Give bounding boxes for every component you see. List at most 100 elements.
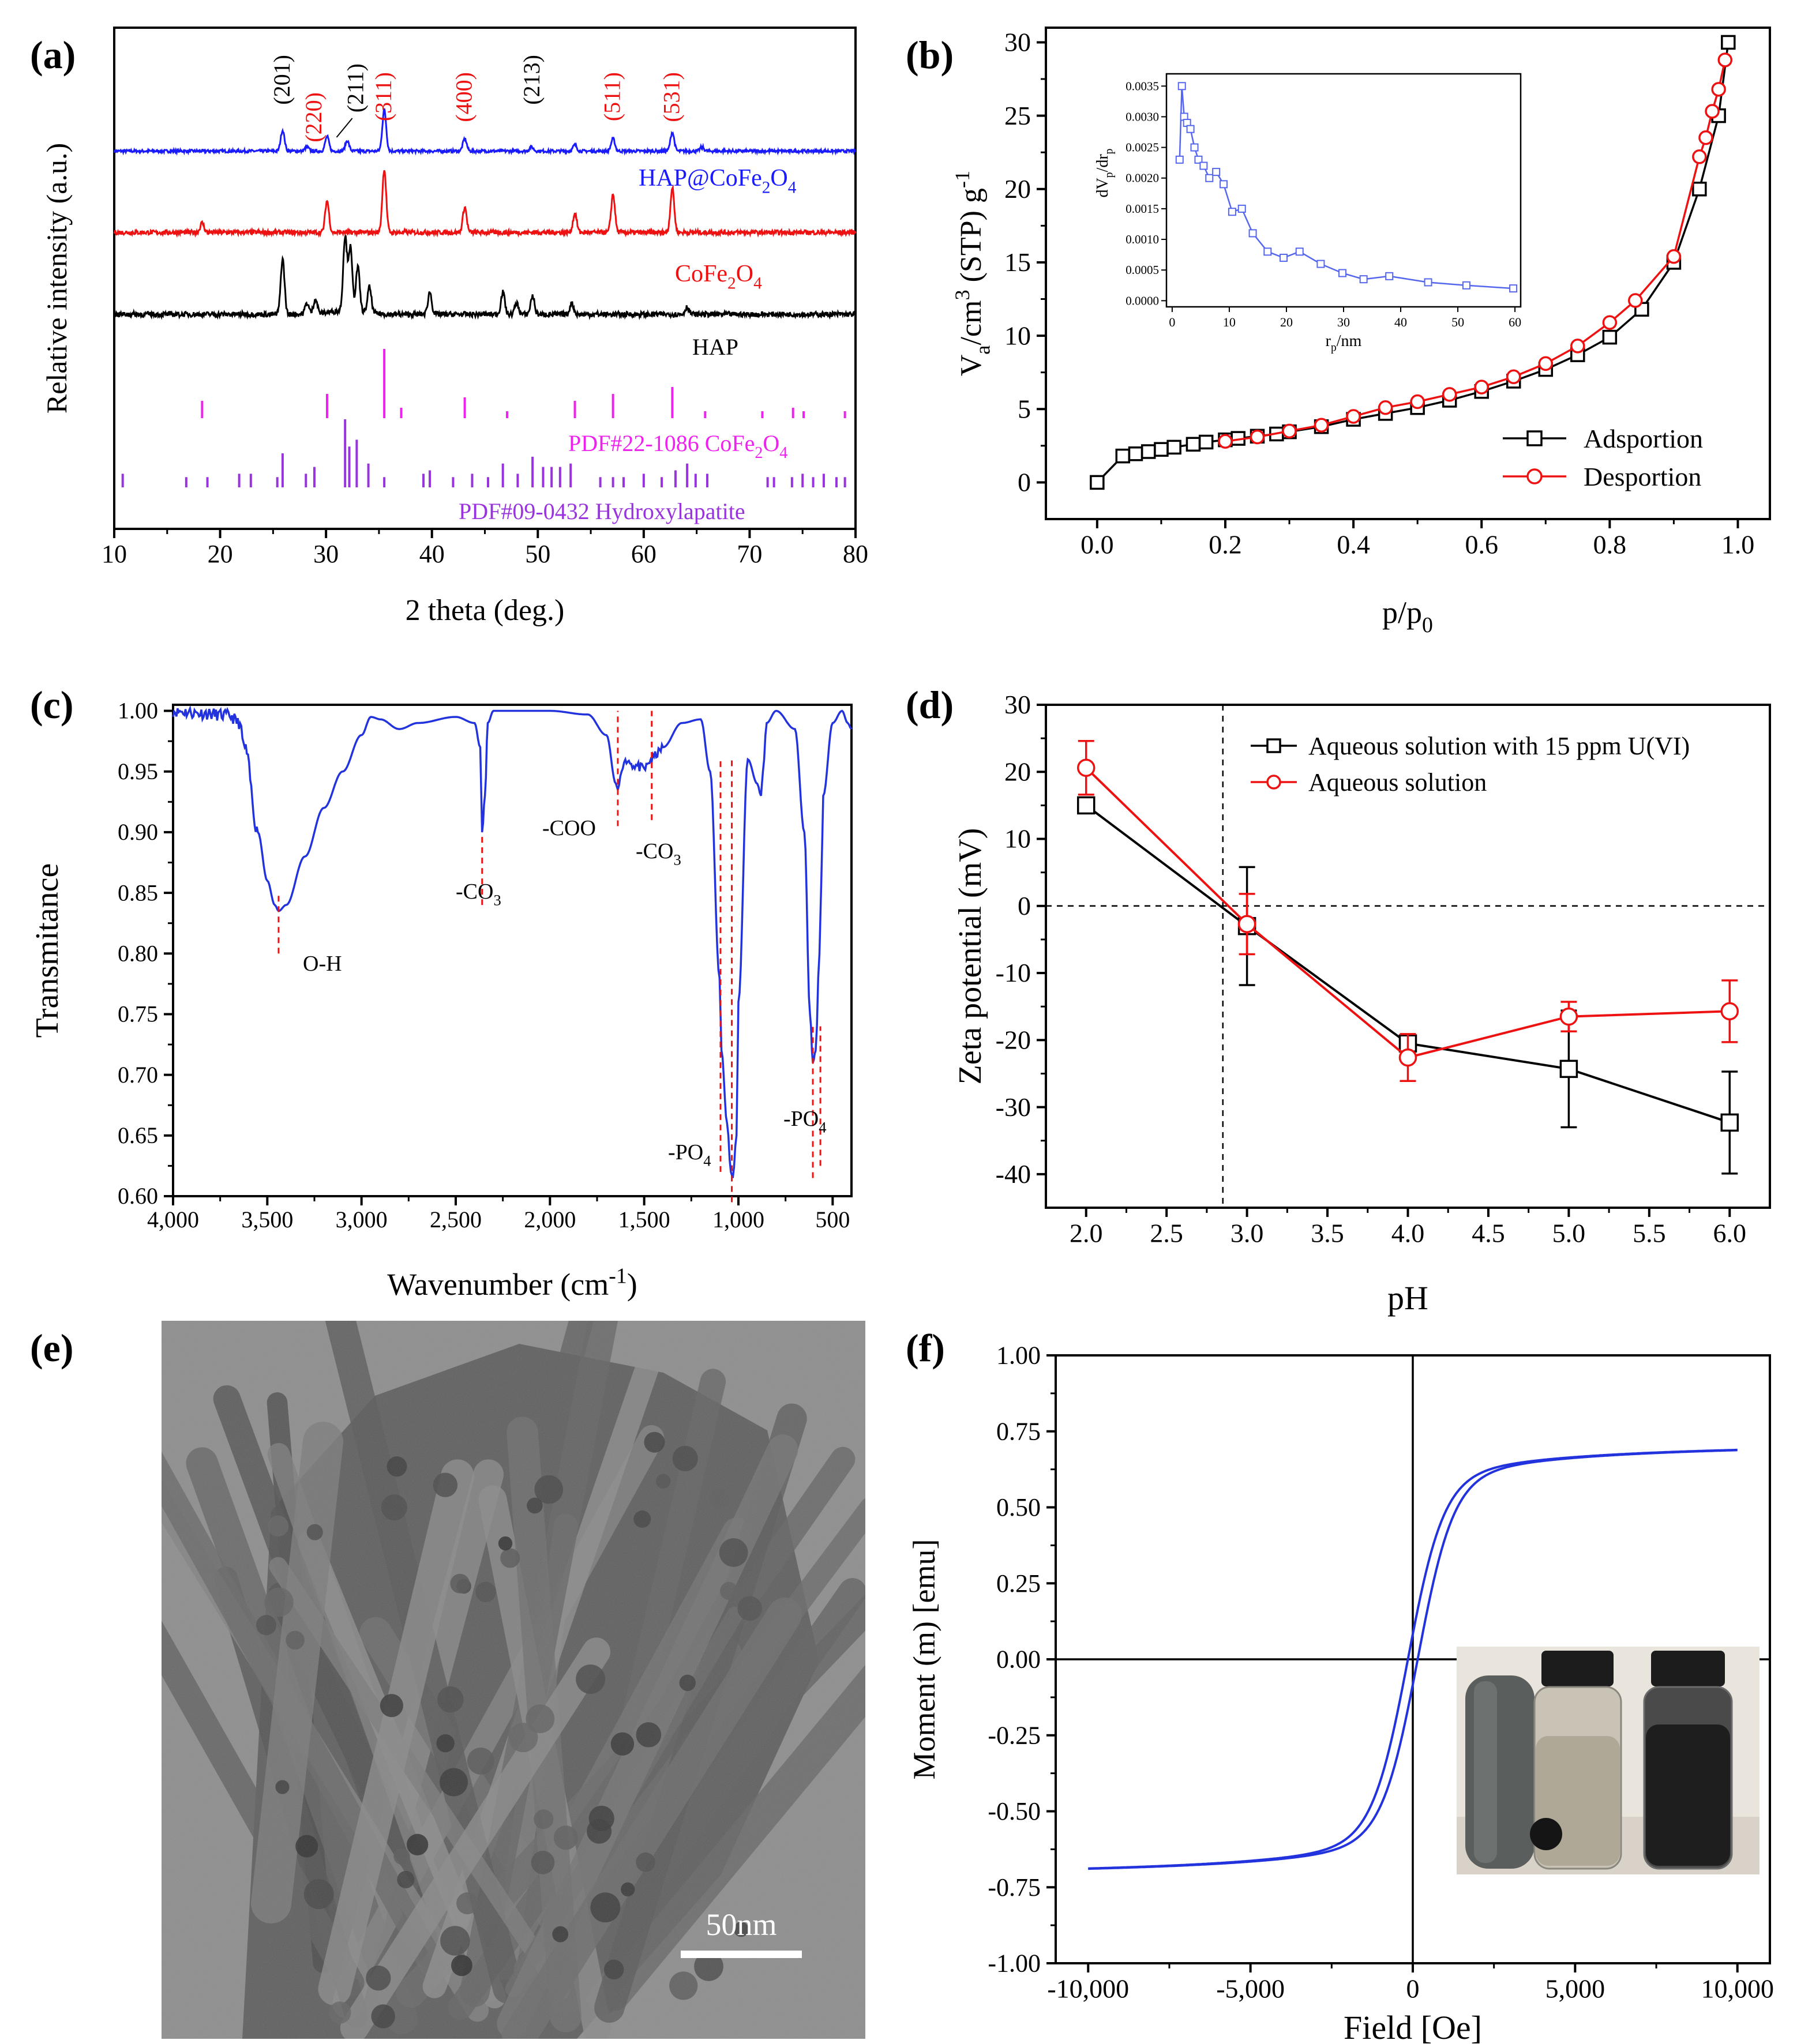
inset-point — [1237, 204, 1246, 213]
y-axis-title: Relative intensity (a.u.) — [40, 143, 73, 414]
y-tick-label: -20 — [996, 1025, 1031, 1055]
legend-marker — [1526, 468, 1543, 484]
panel-a-xrd: 10 20 30 40 50 60 70 80 2 theta (deg.) Relative i… — [40, 27, 868, 627]
x-tick-label: 5.0 — [1552, 1219, 1586, 1248]
isotherm-point — [1705, 104, 1720, 119]
peak-label: (531) — [658, 72, 684, 122]
y-tick-label: 0.25 — [996, 1569, 1041, 1598]
zeta-point — [1559, 1059, 1578, 1079]
inset-y-tick-label: 0.0010 — [1126, 232, 1159, 246]
y-axis-title: Transmitance — [29, 863, 65, 1038]
isotherm-point — [1141, 444, 1156, 459]
y-tick-label: 0.50 — [996, 1493, 1041, 1521]
ftir-spectrum — [172, 705, 853, 1178]
xrd-series-2 — [113, 235, 857, 321]
isotherm-point — [1166, 439, 1181, 455]
panel-label-e: (e) — [30, 1326, 73, 1370]
inset-point — [1316, 260, 1325, 268]
x-tick-label: 0.6 — [1465, 530, 1498, 559]
x-tick-label: -5,000 — [1216, 1974, 1285, 2004]
x-tick-label: 4,000 — [147, 1207, 199, 1233]
isotherm-point — [1090, 475, 1105, 490]
inset-point — [1228, 208, 1236, 216]
isotherm-point — [1250, 429, 1265, 445]
y-tick-label: 0.60 — [118, 1183, 158, 1209]
zeta-point — [1720, 1113, 1739, 1132]
panel-b-isotherm: 0.0 0.2 0.4 0.6 0.8 1.0 0 5 10 15 20 25 30 p/p0 Va/cm3… — [951, 27, 1771, 637]
y-tick-label: 0.00 — [996, 1645, 1041, 1674]
inset-x-tick-label: 30 — [1337, 315, 1350, 329]
legend-label: Aqueous solution — [1308, 768, 1487, 796]
inset-x-tick-label: 40 — [1394, 315, 1407, 329]
isotherm-point — [1154, 442, 1169, 457]
inset-point — [1424, 278, 1432, 287]
x-tick-label: 3,500 — [241, 1207, 293, 1233]
x-tick-label: 0.0 — [1081, 530, 1114, 559]
zeta-point — [1076, 796, 1096, 815]
y-tick-label: -10 — [996, 958, 1031, 987]
inset-point — [1338, 269, 1347, 277]
isotherm-point — [1346, 409, 1361, 424]
isotherm-point — [1570, 339, 1585, 354]
x-tick-label: 4.0 — [1391, 1219, 1425, 1248]
y-tick-label: -40 — [996, 1159, 1031, 1189]
annotation-po4-1: -PO4 — [668, 1140, 711, 1169]
y-tick-label: 0 — [1018, 891, 1031, 920]
y-tick-label: -0.25 — [988, 1721, 1041, 1749]
y-tick-label: 20 — [1004, 757, 1031, 786]
x-tick-label: 0.8 — [1593, 530, 1627, 559]
peak-label: (220) — [301, 92, 327, 142]
x-tick-label: 30 — [313, 540, 339, 568]
vial-cap-left — [1541, 1651, 1614, 1686]
isotherm-point — [1721, 35, 1736, 50]
y-tick-label: 0.75 — [118, 1001, 158, 1027]
inset-point — [1263, 247, 1272, 256]
inset-y-tick-label: 0.0035 — [1126, 79, 1159, 93]
isotherm-point — [1628, 293, 1643, 308]
y-tick-label: 10 — [1004, 321, 1031, 350]
inset-point — [1194, 155, 1203, 164]
legend-marker — [1266, 775, 1281, 790]
x-tick-label: 5,000 — [1545, 1974, 1605, 2004]
isotherm-point — [1282, 423, 1297, 439]
inset-x-tick-label: 10 — [1223, 315, 1236, 329]
inset-point — [1295, 247, 1304, 256]
inset-y-axis-title: dVp/drp — [1094, 148, 1115, 197]
peak-label: (400) — [451, 72, 477, 122]
inset-point — [1205, 174, 1214, 182]
y-tick-label: 15 — [1004, 247, 1031, 277]
tem-scale-bar — [681, 1951, 802, 1958]
x-axis-title: 2 theta (deg.) — [406, 594, 565, 627]
x-tick-label: 1.0 — [1721, 530, 1755, 559]
inset-x-tick-label: 50 — [1451, 315, 1464, 329]
panel-label-b: (b) — [906, 33, 954, 77]
y-tick-label: 0.95 — [118, 758, 158, 784]
axes-frame — [172, 704, 853, 1197]
y-tick-label: 0.75 — [996, 1417, 1041, 1445]
y-tick-label: 25 — [1004, 101, 1031, 130]
x-axis-title: pH — [1387, 1279, 1428, 1317]
y-axis-title: Va/cm3 (STP) g-1 — [951, 171, 994, 376]
x-tick-label: 20 — [208, 540, 233, 568]
isotherm-point — [1474, 380, 1489, 394]
inset-x-axis-title: rp/nm — [1326, 332, 1362, 354]
annotation-oh: O-H — [303, 952, 342, 976]
zeta-line-1 — [1085, 766, 1730, 1059]
x-tick-label: 1,000 — [712, 1207, 764, 1233]
inset-point — [1175, 155, 1184, 164]
vial-left-particles — [1530, 1818, 1562, 1850]
inset-point — [1248, 229, 1257, 238]
x-tick-label: 40 — [419, 540, 445, 568]
inset-point — [1385, 272, 1394, 280]
x-tick-label: 2,500 — [430, 1207, 482, 1233]
inset-x-tick-label: 0 — [1169, 315, 1175, 329]
inset-point — [1280, 253, 1288, 262]
isotherm-point — [1378, 400, 1393, 415]
zeta-point — [1720, 1002, 1739, 1021]
x-tick-label: 10 — [102, 540, 127, 568]
legend-label: Adsportion — [1584, 424, 1703, 453]
isotherm-point — [1711, 82, 1726, 97]
y-axis-title: Zeta potential (mV) — [952, 828, 988, 1085]
series-label-hap: HAP — [692, 334, 738, 360]
legend-label: Desportion — [1584, 462, 1701, 491]
